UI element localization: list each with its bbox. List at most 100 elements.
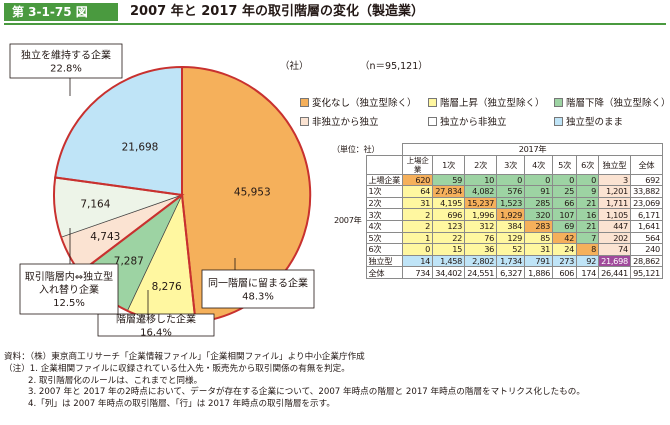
- table-cell-6-0: 0: [402, 243, 434, 256]
- legend-swatch-4: [428, 117, 437, 126]
- note-3: 3. 2007 年と 2017 年の2時点において、データが存在する企業について…: [28, 387, 585, 398]
- legend-item-0: 変化なし（独立型除く）: [300, 98, 417, 110]
- legend-label-1: 階層上昇（独立型除く）: [440, 98, 545, 109]
- legend-label-0: 変化なし（独立型除く）: [312, 98, 417, 109]
- table-row-label-8: 全体: [365, 266, 404, 279]
- table-cell-1-5: 25: [552, 185, 578, 198]
- table-cell-0-4: 0: [524, 173, 554, 187]
- callout-text-from_ind-1: 入れ替り企業: [39, 283, 99, 296]
- table-row-group-label: 2007年: [333, 215, 362, 226]
- table-cell-8-5: 606: [552, 266, 578, 279]
- table-cell-3-2: 1,996: [464, 208, 498, 221]
- table-cell-1-8: 33,882: [629, 185, 663, 198]
- table-cell-7-6: 92: [576, 254, 600, 268]
- table-row: 独立型 14 1,458 2,802 1,734 791 273 92 21,698 28,862: [330, 254, 663, 268]
- table-col-header-3: 3次: [496, 154, 526, 175]
- table-row-label-1: 1次: [365, 185, 404, 198]
- table-row-label-4: 4次: [365, 219, 404, 233]
- table-cell-4-1: 123: [432, 219, 466, 233]
- legend-label-4: 独立から非独立: [440, 117, 507, 128]
- table-cell-4-7: 447: [598, 219, 631, 233]
- table-cell-3-1: 696: [432, 208, 466, 221]
- table-cell-5-0: 1: [402, 231, 434, 245]
- table-cell-8-1: 34,402: [432, 266, 466, 279]
- callout-text-same-0: 同一階層に留まる企業: [208, 277, 308, 290]
- table-cell-5-6: 7: [576, 231, 600, 245]
- sample-size-label: （n＝95,121）: [360, 61, 428, 72]
- table-cell-3-8: 6,171: [629, 208, 663, 221]
- pie-value-label-ind: 21,698: [122, 142, 159, 154]
- table-cell-6-5: 24: [552, 243, 578, 256]
- note-1: （注）1. 企業相関ファイルに収録されている仕入先・販売先から取引関係の有無を判…: [4, 363, 350, 374]
- table-cell-5-1: 22: [432, 231, 466, 245]
- table-cell-1-6: 9: [576, 185, 600, 198]
- legend-swatch-3: [300, 117, 309, 126]
- pie-value-label-up: 8,276: [152, 281, 182, 293]
- pie-group-outline-3: [54, 65, 183, 197]
- table-cell-4-4: 283: [524, 219, 554, 233]
- table-cell-6-7: 74: [598, 243, 631, 256]
- table-row-label-5: 5次: [365, 231, 404, 245]
- table-cell-1-3: 576: [496, 185, 526, 198]
- table-cell-0-7: 3: [598, 173, 631, 187]
- table-cell-3-5: 107: [552, 208, 578, 221]
- table-cell-1-2: 4,082: [464, 185, 498, 198]
- table-row-group-blank: [330, 267, 366, 279]
- table-cell-6-1: 15: [432, 243, 466, 256]
- note-4: 4.「列」は 2007 年時点の取引階層、「行」は 2017 年時点の取引階層を…: [28, 399, 335, 410]
- table-cell-1-4: 91: [524, 185, 554, 198]
- table-cell-3-4: 320: [524, 208, 554, 221]
- table-cell-3-6: 16: [576, 208, 600, 221]
- figure-number: 第 3-1-75 図: [4, 3, 118, 21]
- table-header-row-1: （単位：社） 2017年: [330, 143, 663, 156]
- table-row-label-6: 6次: [365, 243, 404, 256]
- table-row-label-0: 上場企業: [365, 173, 404, 187]
- table-corner-b: [365, 154, 404, 175]
- callout-box-from_ind: [19, 263, 119, 315]
- table-cell-2-2: 15,237: [464, 196, 498, 210]
- figure-header: 第 3-1-75 図 2007 年と 2017 年の取引階層の変化（製造業）: [0, 0, 670, 25]
- table-cell-8-7: 26,441: [598, 266, 631, 279]
- legend-label-2: 階層下降（独立型除く）: [566, 98, 670, 109]
- table-cell-5-8: 564: [629, 231, 663, 245]
- table-cell-0-8: 692: [629, 173, 663, 187]
- table-col-header-4: 4次: [524, 154, 554, 175]
- callout-text-down-1: 16.4%: [140, 328, 172, 339]
- table-cell-2-5: 66: [552, 196, 578, 210]
- table-cell-8-4: 1,886: [524, 266, 554, 279]
- table-col-group-label: 2017年: [402, 143, 663, 156]
- table-row-label-7: 独立型: [365, 254, 404, 268]
- table-corner-a: [330, 155, 366, 174]
- callout-text-ind-0: 独立を維持する企業: [21, 49, 111, 62]
- source-note: 資料：（株）東京商工リサーチ「企業情報ファイル」「企業相関ファイル」より中小企業…: [4, 352, 365, 362]
- table-cell-4-8: 1,641: [629, 219, 663, 233]
- legend-item-5: 独立型のまま: [554, 117, 623, 129]
- callout-text-from_ind-0: 取引階層内⇔独立型: [25, 270, 113, 283]
- table-col-header-6: 6次: [576, 154, 600, 175]
- table-cell-0-0: 620: [402, 173, 434, 187]
- table-col-header-7: 独立型: [598, 154, 631, 175]
- table-cell-8-8: 95,121: [629, 266, 663, 279]
- callout-text-ind-1: 22.8%: [50, 64, 82, 75]
- legend-swatch-5: [554, 117, 563, 126]
- table-cell-7-3: 1,734: [496, 254, 526, 268]
- table-cell-4-3: 384: [496, 219, 526, 233]
- table-cell-7-5: 273: [552, 254, 578, 268]
- table-header-row-2: 上場企業 1次 2次 3次 4次 5次 6次 独立型 全体: [330, 154, 663, 175]
- table-col-header-2: 2次: [464, 154, 498, 175]
- legend-item-1: 階層上昇（独立型除く）: [428, 98, 545, 110]
- table-cell-5-4: 85: [524, 231, 554, 245]
- table-cell-7-8: 28,862: [629, 254, 663, 268]
- table-row: 全体 734 34,402 24,551 6,327 1,886 606 174 26,441 9…: [330, 266, 663, 279]
- table-row: 6次 0 15 36 52 31 24 8 74 240: [330, 243, 663, 256]
- table-cell-0-1: 59: [432, 173, 466, 187]
- legend-item-4: 独立から非独立: [428, 117, 507, 129]
- legend-label-5: 独立型のまま: [566, 117, 624, 128]
- table-cell-2-4: 285: [524, 196, 554, 210]
- figure-title: 2007 年と 2017 年の取引階層の変化（製造業）: [130, 4, 424, 19]
- table-unit-label: （単位：社）: [332, 144, 380, 155]
- table-cell-2-7: 1,711: [598, 196, 631, 210]
- table-cell-1-0: 64: [402, 185, 434, 198]
- table-cell-8-2: 24,551: [464, 266, 498, 279]
- table-cell-5-5: 42: [552, 231, 578, 245]
